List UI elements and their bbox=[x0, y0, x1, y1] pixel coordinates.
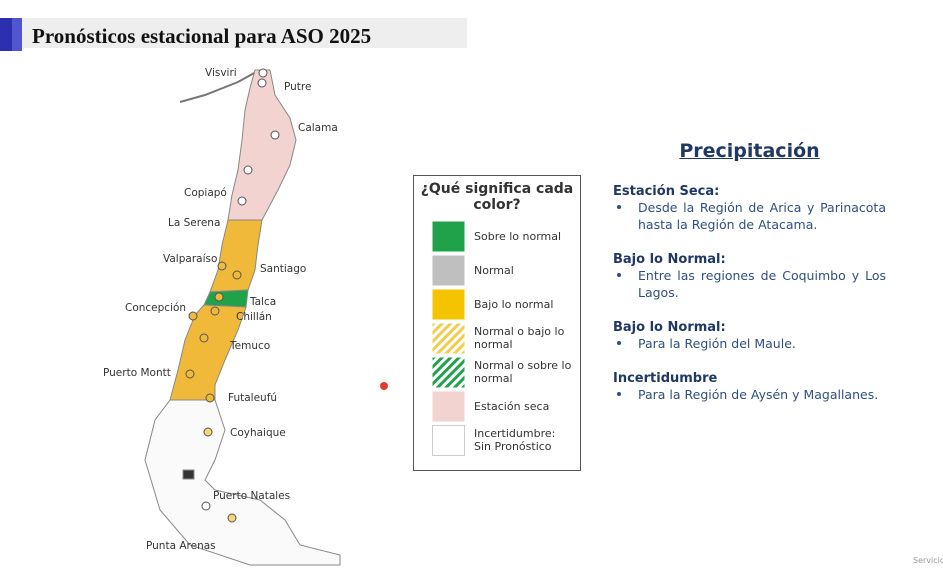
city-marker bbox=[203, 427, 213, 437]
city-marker bbox=[258, 68, 268, 78]
city-label: Putre bbox=[284, 81, 311, 93]
city-marker bbox=[185, 369, 195, 379]
swatch-fill bbox=[432, 424, 465, 456]
legend-label: Bajo lo normal bbox=[474, 297, 554, 311]
city-marker bbox=[243, 165, 253, 175]
panel-section: Incertidumbre Para la Región de Aysén y M… bbox=[613, 371, 886, 403]
swatch-fill bbox=[432, 357, 465, 387]
border bbox=[179, 71, 257, 103]
city-marker bbox=[257, 78, 267, 88]
city-label: Temuco bbox=[229, 340, 270, 352]
city-label: Puerto Montt bbox=[103, 367, 171, 379]
swatch-fill bbox=[432, 323, 465, 353]
city-marker bbox=[232, 270, 242, 280]
footer: Servicio bbox=[913, 556, 943, 565]
city-label: Puerto Natales bbox=[213, 490, 290, 502]
city-label: Coyhaique bbox=[230, 427, 286, 439]
swatch-fill bbox=[432, 255, 465, 285]
legend-label: Normal o bajo lo normal bbox=[474, 325, 565, 351]
legend-item: Normal o sobre lo normal bbox=[432, 355, 580, 389]
city-label: Punta Arenas bbox=[146, 540, 216, 552]
city-label: Valparaíso bbox=[163, 253, 217, 265]
title-accent bbox=[12, 18, 22, 51]
legend-item: Bajo lo normal bbox=[432, 287, 580, 321]
panel-section: Bajo lo Normal: Entre las regiones de Coq… bbox=[613, 252, 886, 301]
info-panel: Precipitación Estación Seca: Desde la Reg… bbox=[613, 140, 886, 422]
title: Pronósticos estacional para ASO 2025 bbox=[32, 24, 371, 48]
title-bar bbox=[0, 18, 467, 48]
legend-swatch bbox=[432, 323, 465, 353]
legend-label: Normal o sobre lo normal bbox=[474, 359, 572, 385]
city-marker bbox=[227, 513, 237, 523]
panel-section: Estación Seca: Desde la Región de Arica y… bbox=[613, 184, 886, 233]
swatch-fill bbox=[432, 289, 465, 319]
city-marker bbox=[201, 501, 211, 511]
panel-section: Bajo lo Normal: Para la Región del Maule. bbox=[613, 320, 886, 352]
region-below bbox=[209, 219, 263, 293]
legend-swatch bbox=[432, 391, 465, 421]
region-below bbox=[169, 304, 247, 401]
legend-swatch bbox=[432, 255, 465, 285]
legend-label: Normal bbox=[474, 263, 514, 277]
city-marker bbox=[199, 333, 209, 343]
city-label: La Serena bbox=[168, 217, 220, 229]
legend-label: Estación seca bbox=[474, 399, 550, 413]
title-accent bbox=[0, 18, 12, 51]
region-uncertain bbox=[144, 399, 341, 566]
city-label: Talca bbox=[249, 296, 276, 308]
city-marker bbox=[205, 393, 215, 403]
city-label: Santiago bbox=[260, 263, 306, 275]
bullet-text: Para la Región del Maule. bbox=[613, 335, 886, 352]
city-marker bbox=[217, 261, 227, 271]
city-label: Calama bbox=[298, 122, 338, 134]
legend-label: Incertidumbre: Sin Pronóstico bbox=[474, 427, 556, 453]
legend-item: Incertidumbre: Sin Pronóstico bbox=[432, 423, 580, 457]
swatch-fill bbox=[432, 221, 465, 251]
city-label: Chillán bbox=[236, 311, 272, 323]
bullet-text: Entre las regiones de Coquimbo y Los Lag… bbox=[613, 267, 886, 301]
ice-field bbox=[182, 469, 195, 480]
city-marker bbox=[210, 306, 220, 316]
legend-swatch bbox=[432, 357, 465, 387]
bullet-text: Desde la Región de Arica y Parinacota ha… bbox=[613, 199, 886, 233]
panel-heading: Precipitación bbox=[679, 140, 820, 162]
swatch-fill bbox=[432, 391, 465, 421]
legend-swatch bbox=[432, 221, 465, 251]
legend: ¿Qué significa cada color? Sobre lo norm… bbox=[413, 175, 581, 471]
cursor bbox=[380, 382, 388, 390]
section-title: Estación Seca: bbox=[613, 184, 720, 199]
legend-swatch bbox=[432, 424, 465, 456]
city-marker bbox=[214, 292, 224, 302]
legend-item: Estación seca bbox=[432, 389, 580, 423]
section-title: Incertidumbre bbox=[613, 371, 718, 386]
map bbox=[144, 69, 341, 566]
region-above bbox=[203, 289, 249, 308]
bullet-text: Para la Región de Aysén y Magallanes. bbox=[613, 386, 886, 403]
city-label: Futaleufú bbox=[228, 392, 277, 404]
city-marker bbox=[237, 196, 247, 206]
city-marker bbox=[270, 130, 280, 140]
legend-item: Normal bbox=[432, 253, 580, 287]
legend-swatch bbox=[432, 289, 465, 319]
legend-item: Normal o bajo lo normal bbox=[432, 321, 580, 355]
legend-title: ¿Qué significa cada color? bbox=[420, 181, 574, 213]
section-title: Bajo lo Normal: bbox=[613, 320, 726, 335]
city-label: Visviri bbox=[205, 67, 237, 79]
city-marker bbox=[188, 311, 198, 321]
section-title: Bajo lo Normal: bbox=[613, 252, 726, 267]
legend-item: Sobre lo normal bbox=[432, 219, 580, 253]
city-label: Copiapó bbox=[184, 187, 227, 199]
legend-label: Sobre lo normal bbox=[474, 229, 562, 243]
city-label: Concepción bbox=[125, 302, 186, 314]
